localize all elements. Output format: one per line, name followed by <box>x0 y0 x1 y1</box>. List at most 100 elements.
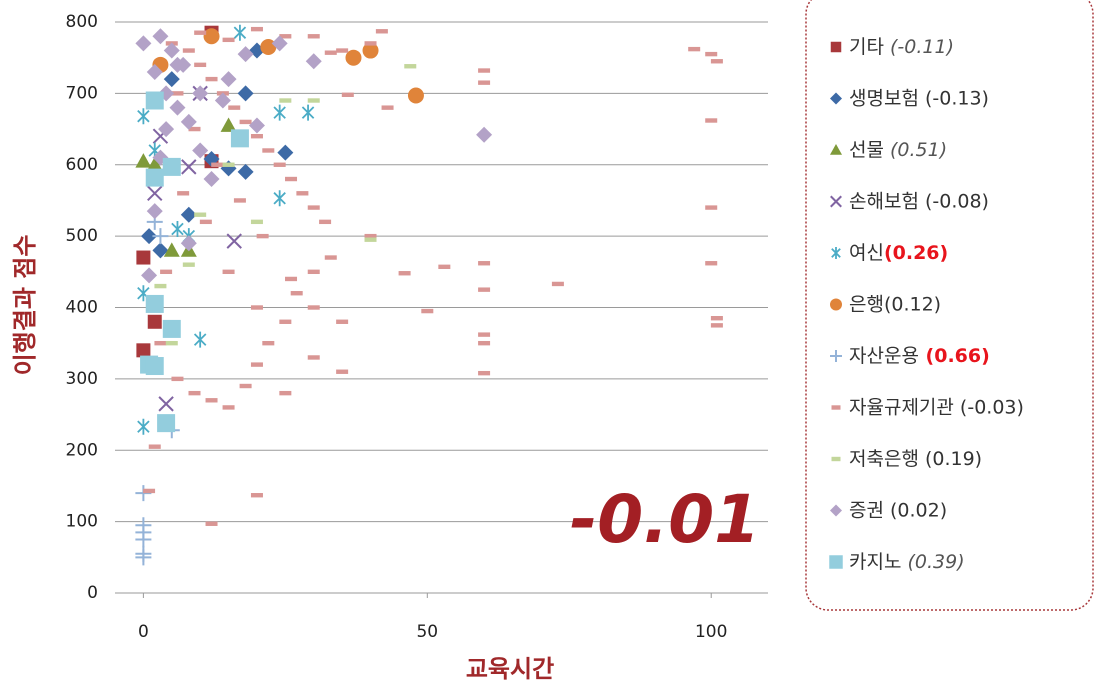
point <box>277 144 294 161</box>
legend-name: 카지노 <box>849 551 901 573</box>
y-tick-label: 500 <box>66 226 98 246</box>
point <box>831 456 841 462</box>
point <box>137 418 150 435</box>
marker-part <box>290 291 303 296</box>
marker-part <box>250 362 263 367</box>
marker-part <box>381 105 394 110</box>
marker-part <box>181 159 197 175</box>
point <box>135 531 152 548</box>
point <box>154 340 167 346</box>
marker-part <box>135 35 152 52</box>
legend-note: (0.26) <box>884 242 948 264</box>
marker-part <box>171 91 184 96</box>
point <box>362 42 379 59</box>
legend-box <box>805 0 1094 611</box>
point <box>364 233 377 239</box>
marker-part <box>222 37 235 43</box>
point <box>237 85 254 102</box>
point <box>135 35 152 52</box>
marker-part <box>180 206 197 223</box>
point <box>307 205 320 210</box>
point <box>336 48 349 53</box>
point <box>193 331 207 348</box>
legend-entry: 카지노 (0.39) <box>849 551 965 573</box>
marker-part <box>222 269 235 275</box>
marker-part <box>404 64 417 69</box>
marker-part <box>182 262 195 267</box>
point <box>830 144 842 155</box>
point <box>180 235 197 252</box>
marker-part <box>831 247 841 259</box>
marker-part <box>136 250 151 265</box>
point <box>307 269 320 275</box>
marker-part <box>273 162 286 167</box>
point <box>705 261 718 266</box>
legend-name: 증권 <box>849 499 884 521</box>
point <box>239 383 252 389</box>
point <box>171 220 184 237</box>
marker-part <box>307 205 320 210</box>
marker-part <box>438 264 451 270</box>
marker-part <box>831 456 841 462</box>
point <box>136 343 151 358</box>
point <box>148 444 161 449</box>
legend-entry: 손해보험 (-0.08) <box>849 190 989 212</box>
marker-part <box>336 48 349 53</box>
point <box>336 369 349 374</box>
marker-part <box>336 319 349 324</box>
legend-name: 은행 <box>849 293 884 315</box>
point <box>228 105 241 110</box>
marker-part <box>180 235 197 252</box>
marker-part <box>188 390 201 396</box>
point <box>158 396 174 412</box>
marker-part <box>230 129 249 148</box>
point <box>705 205 718 210</box>
point <box>160 269 173 275</box>
marker-part <box>188 126 201 132</box>
marker-part <box>285 276 298 282</box>
point <box>192 85 209 102</box>
point <box>256 233 269 239</box>
marker-part <box>362 42 379 59</box>
point <box>319 219 332 225</box>
marker-part <box>478 287 491 292</box>
marker-part <box>830 195 842 208</box>
marker-part <box>398 271 411 276</box>
point <box>162 157 181 176</box>
marker-part <box>341 92 354 98</box>
point <box>152 228 169 245</box>
point <box>214 92 231 109</box>
marker-part <box>192 142 209 159</box>
legend-note: (-0.03) <box>954 396 1024 418</box>
marker-part <box>478 340 491 346</box>
marker-part <box>222 162 235 167</box>
marker-part <box>279 319 292 324</box>
y-tick-label: 400 <box>66 298 98 318</box>
marker-part <box>152 242 169 259</box>
point <box>478 332 491 337</box>
legend-entry: 기타 (-0.11) <box>849 36 954 58</box>
marker-part <box>710 316 723 321</box>
marker-part <box>137 418 150 435</box>
point <box>478 287 491 292</box>
point <box>830 298 842 311</box>
y-tick-label: 300 <box>66 369 98 389</box>
point <box>831 247 841 259</box>
point <box>205 398 218 403</box>
marker-part <box>222 405 235 410</box>
point <box>250 26 263 32</box>
marker-part <box>154 340 167 346</box>
marker-part <box>228 105 241 110</box>
marker-part <box>226 233 242 249</box>
point <box>181 159 197 175</box>
point <box>177 191 190 196</box>
point <box>226 233 242 249</box>
marker-part <box>171 376 184 382</box>
point <box>345 49 362 66</box>
point <box>194 62 207 68</box>
point <box>273 190 286 207</box>
point <box>273 162 286 167</box>
point <box>165 340 178 346</box>
marker-part <box>205 398 218 403</box>
point <box>710 59 723 64</box>
